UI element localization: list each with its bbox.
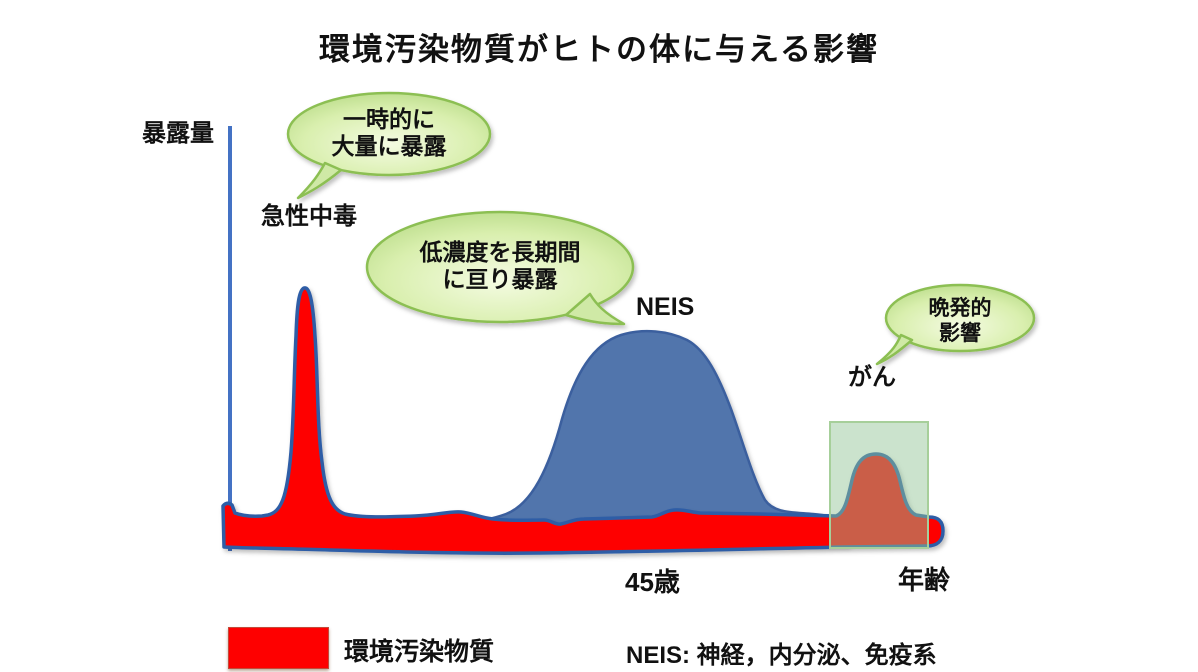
callout-chronic-tail — [564, 292, 626, 326]
callout-acute-line2: 大量に暴露 — [331, 133, 447, 160]
slide-title: 環境汚染物質がヒトの体に与える影響 — [318, 32, 880, 67]
callout-late-text: 晩発的 影響 — [886, 297, 1034, 347]
callout-acute-tail — [296, 161, 343, 200]
y-axis-label: 暴露量 — [142, 120, 214, 147]
callout-late-line2: 影響 — [939, 321, 981, 345]
callout-chronic-text: 低濃度を長期間 に亘り暴露 — [367, 239, 633, 293]
callout-acute-bubble — [286, 91, 492, 200]
callout-chronic-ellipse — [365, 210, 635, 324]
callout-late-line1: 晩発的 — [928, 297, 992, 320]
legend-pollutant-swatch — [228, 627, 329, 669]
x-axis-tick-45: 45歳 — [625, 567, 680, 597]
late-effect-highlight-box — [829, 421, 929, 549]
callout-chronic-line2: に亘り暴露 — [442, 266, 558, 293]
callout-acute-ellipse — [286, 91, 492, 177]
neis-hill-area — [434, 329, 850, 546]
legend-neis-note: NEIS: 神経，内分泌、免疫系 — [626, 642, 937, 669]
callout-late-tail — [875, 333, 914, 366]
x-axis-label: 年齢 — [898, 565, 951, 595]
callout-acute-line1: 一時的に — [343, 106, 435, 132]
neis-curve-label: NEIS — [636, 293, 695, 321]
callout-acute-text: 一時的に 大量に暴露 — [289, 106, 489, 160]
callout-chronic-line1: 低濃度を長期間 — [419, 239, 581, 265]
callout-late-bubble — [875, 283, 1036, 366]
legend-pollutant-label: 環境汚染物質 — [344, 638, 495, 666]
callout-late-ellipse — [884, 283, 1036, 353]
acute-poisoning-label: 急性中毒 — [261, 203, 357, 230]
callout-chronic-bubble — [365, 210, 635, 326]
cancer-label: がん — [848, 364, 896, 391]
